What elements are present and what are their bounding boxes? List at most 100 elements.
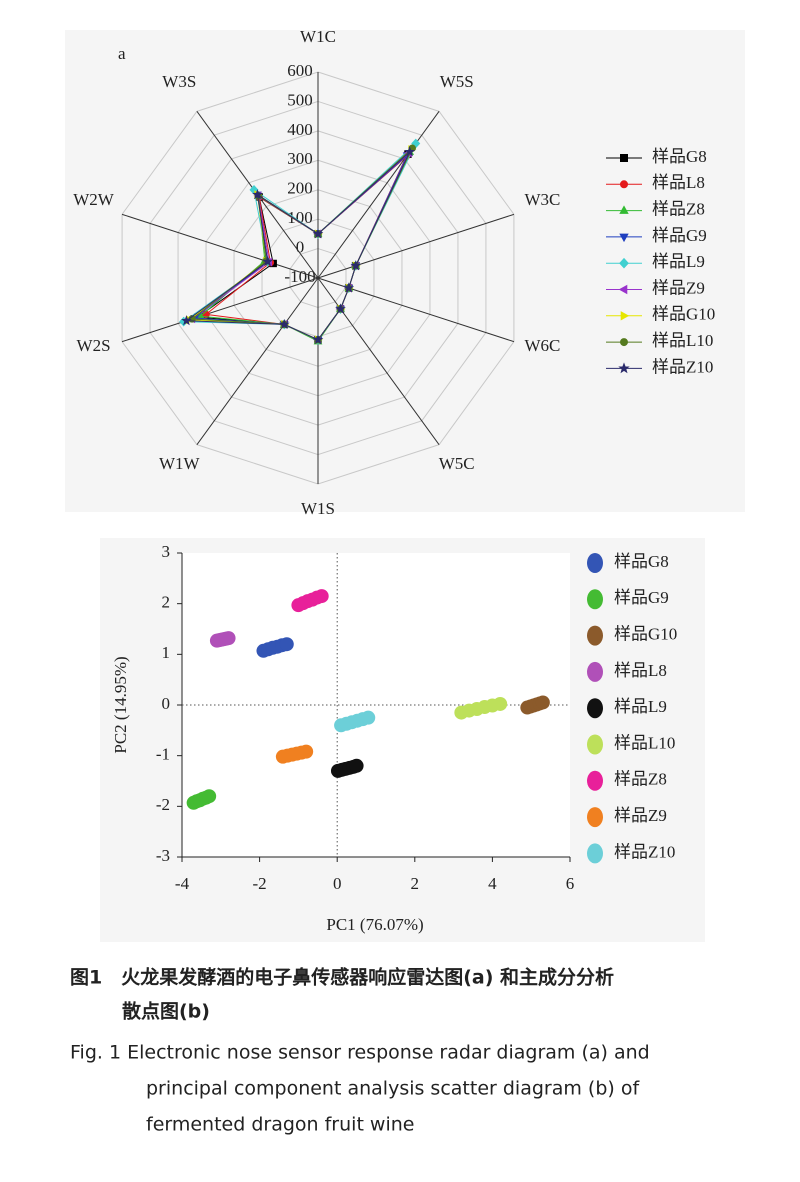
legend-label: 样品L8 <box>614 661 667 680</box>
axis-label: W3S <box>162 72 196 91</box>
point <box>314 589 329 604</box>
caption-en: principal component analysis scatter dia… <box>146 1078 640 1100</box>
legend-marker <box>587 661 603 682</box>
legend-label: 样品Z10 <box>652 357 713 376</box>
axis-label: W5S <box>440 72 474 91</box>
legend-marker <box>619 257 629 269</box>
point <box>535 695 550 710</box>
x-tick-label: 2 <box>411 874 420 893</box>
point <box>349 758 364 773</box>
y-tick-label: 1 <box>162 643 171 662</box>
legend-marker <box>619 233 629 243</box>
y-tick-label: -3 <box>156 846 170 865</box>
point <box>279 637 294 652</box>
x-tick-label: 0 <box>333 874 342 893</box>
y-axis-title: PC2 (14.95%) <box>111 656 130 753</box>
x-axis-title: PC1 (76.07%) <box>326 915 423 934</box>
legend-label: 样品L10 <box>652 331 713 350</box>
caption-zh: 散点图(b) <box>122 1000 210 1023</box>
r-tick-label: 200 <box>287 179 313 198</box>
legend-label: 样品Z9 <box>614 806 667 825</box>
axis-label: W3C <box>525 190 561 209</box>
point <box>299 744 314 759</box>
point <box>202 789 217 804</box>
axis-label: W1C <box>300 27 336 46</box>
marker <box>312 228 324 239</box>
axis-label: W1W <box>159 454 201 473</box>
caption-zh: 图1 火龙果发酵酒的电子鼻传感器响应雷达图(a) 和主成分分析 <box>70 966 614 989</box>
legend-label: 样品G10 <box>652 305 715 324</box>
legend-marker <box>620 154 628 162</box>
axis-label: W6C <box>525 336 561 355</box>
marker <box>312 334 324 345</box>
legend-marker <box>618 284 628 295</box>
x-tick-label: 6 <box>566 874 575 893</box>
radar-panel <box>65 30 745 512</box>
marker <box>252 189 263 200</box>
caption-en: Fig. 1 Electronic nose sensor response r… <box>70 1042 650 1064</box>
legend-marker <box>619 205 629 214</box>
legend-marker <box>587 589 603 610</box>
r-tick-label: -100 <box>284 267 315 286</box>
spoke <box>196 277 319 445</box>
r-tick-label: 0 <box>296 237 305 256</box>
axis-label: W1S <box>301 499 335 518</box>
axis-label: W2W <box>73 190 115 209</box>
legend-marker <box>620 180 628 189</box>
legend-label: 样品G8 <box>614 552 669 571</box>
legend-label: 样品Z8 <box>652 200 705 219</box>
marker <box>262 256 273 267</box>
plot-area <box>182 553 570 857</box>
legend-label: 样品Z10 <box>614 842 675 861</box>
r-tick-label: 600 <box>287 61 313 80</box>
marker <box>181 315 192 326</box>
legend-label: 样品G10 <box>614 625 677 644</box>
y-tick-label: -1 <box>156 745 170 764</box>
spoke <box>317 213 515 279</box>
r-tick-label: 300 <box>287 149 313 168</box>
legend-label: 样品Z8 <box>614 770 667 789</box>
r-tick-label: 500 <box>287 90 313 109</box>
legend-marker <box>587 698 603 719</box>
y-tick-label: 2 <box>162 593 171 612</box>
axis-label: W5C <box>439 454 475 473</box>
legend-label: 样品L9 <box>652 252 705 271</box>
legend-label: 样品Z9 <box>652 278 705 297</box>
legend-marker <box>587 734 603 755</box>
legend-label: 样品G9 <box>614 588 669 607</box>
legend-marker <box>618 362 630 374</box>
spoke <box>121 213 319 279</box>
x-tick-label: -4 <box>175 874 190 893</box>
y-tick-label: -2 <box>156 795 170 814</box>
marker <box>335 303 346 314</box>
y-tick-label: 0 <box>162 694 171 713</box>
legend-marker <box>587 807 603 828</box>
r-tick-label: 100 <box>287 208 313 227</box>
marker <box>343 282 355 293</box>
spoke <box>317 111 440 279</box>
marker <box>350 260 362 271</box>
legend-marker <box>587 625 603 646</box>
point <box>361 710 376 725</box>
caption-en: fermented dragon fruit wine <box>146 1114 414 1136</box>
panel-label: a <box>118 44 126 63</box>
legend-label: 样品G9 <box>652 226 707 245</box>
x-tick-label: -2 <box>253 874 267 893</box>
legend-marker <box>620 338 628 347</box>
axis-label: W2S <box>77 336 111 355</box>
point <box>493 696 508 711</box>
r-tick-label: 400 <box>287 120 313 139</box>
legend-label: 样品L8 <box>652 173 705 192</box>
legend-marker <box>587 553 603 573</box>
spoke <box>121 277 319 343</box>
legend-label: 样品G8 <box>652 147 707 166</box>
x-tick-label: 4 <box>488 874 497 893</box>
legend-marker <box>587 843 603 864</box>
y-tick-label: 3 <box>162 542 171 561</box>
legend-label: 样品L10 <box>614 733 675 752</box>
legend-marker <box>587 770 603 791</box>
marker <box>278 318 290 329</box>
legend-marker <box>620 311 630 321</box>
marker <box>404 146 415 157</box>
